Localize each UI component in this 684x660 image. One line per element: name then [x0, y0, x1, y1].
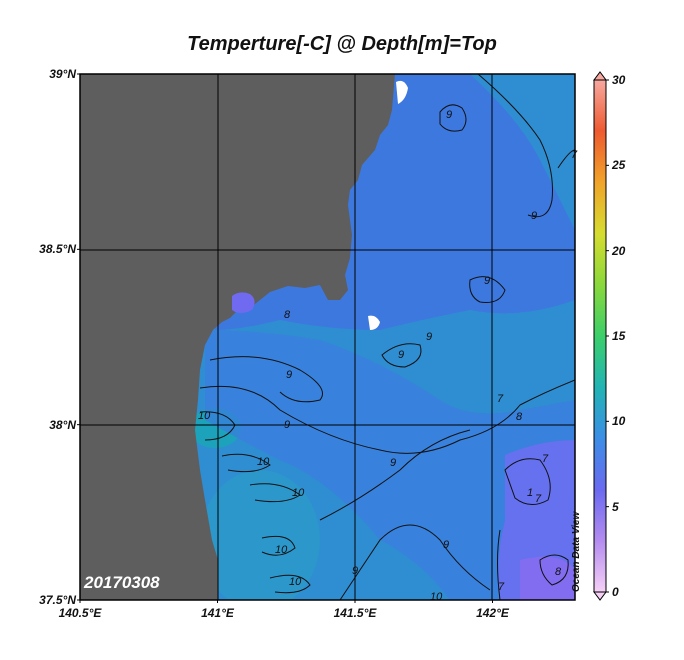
colorbar-tick-label: 30: [612, 73, 626, 87]
contour-label: 10: [198, 410, 211, 422]
contour-label: 9: [446, 109, 452, 121]
colorbar: [593, 71, 607, 81]
contour-line: [557, 149, 575, 169]
contour-line: [269, 574, 311, 594]
contour-line: [497, 529, 501, 600]
contour-line: [199, 379, 575, 454]
contour-label: 8: [516, 411, 523, 423]
contour-line: [209, 356, 323, 403]
contour-label: 10: [289, 576, 302, 588]
contour-label: 9: [426, 331, 432, 343]
coastal-band: [200, 470, 320, 600]
contour-label: 8: [555, 566, 562, 578]
lat-tick-label: 38°N: [49, 417, 76, 432]
colorbar-bar: [593, 79, 607, 593]
contour-line: [439, 104, 467, 132]
colorbar-bottom-cap: [593, 591, 607, 601]
cold-zone-central: [205, 330, 575, 600]
lat-tick-label: 38.5°N: [39, 242, 76, 257]
contour-line: [261, 535, 296, 556]
coast-white: [396, 80, 408, 104]
contour-label: 8: [284, 309, 291, 321]
contour-label: 7: [535, 493, 542, 505]
contour-label: 1: [527, 487, 533, 499]
contour-label: 10: [430, 591, 443, 603]
contour-label: 9: [352, 565, 358, 577]
contour-line: [381, 343, 422, 368]
contour-line: [249, 483, 301, 503]
contour-line: [319, 429, 471, 521]
contour-line: [504, 458, 551, 505]
map-frame: [79, 73, 576, 601]
contour-line: [539, 554, 569, 586]
contour-label: 9: [286, 369, 292, 381]
contour-label: 9: [398, 349, 404, 361]
contour-label: 10: [275, 544, 288, 556]
land-mass: [80, 74, 395, 600]
contour-label: 7: [497, 393, 504, 405]
colorbar-tick-label: 25: [612, 158, 626, 173]
contour-label: 9: [443, 539, 449, 551]
contour-line: [339, 524, 491, 600]
bay-cold: [232, 292, 255, 313]
coast-white-2: [368, 315, 380, 330]
colorbar-tick-label: 15: [612, 329, 626, 343]
contour-label: 7: [542, 453, 549, 465]
ice-zone: [520, 556, 575, 600]
lat-tick-label: 37.5°N: [39, 593, 76, 607]
colorbar-tick-label: 0: [612, 585, 619, 599]
contour-label: 10: [257, 456, 270, 468]
lon-tick-label: 141.5°E: [333, 606, 377, 620]
contour-line: [221, 453, 271, 473]
contour-line: [469, 276, 506, 303]
date-label: 20170308: [84, 573, 160, 592]
colorbar-tick-label: 20: [612, 243, 626, 258]
contour-label: 9: [484, 275, 490, 287]
contour-line: [477, 74, 553, 218]
lat-tick-label: 39°N: [49, 67, 76, 81]
contour-label: 9: [390, 457, 396, 469]
credit-label: Ocean Data View: [571, 511, 582, 592]
lon-tick-label: 140.5°E: [58, 606, 102, 620]
contour-label: 7: [498, 581, 505, 593]
lon-tick-label: 141°E: [201, 606, 234, 620]
contour-label: 10: [292, 487, 305, 499]
contour-label: 9: [284, 419, 290, 431]
map-title: Temperture[-C] @ Depth[m]=Top: [187, 33, 497, 55]
colorbar-tick-label: 10: [612, 414, 626, 429]
contour-label: 9: [531, 210, 537, 222]
colorbar-tick-label: 5: [612, 499, 619, 514]
lon-tick-label: 142°E: [476, 606, 509, 620]
